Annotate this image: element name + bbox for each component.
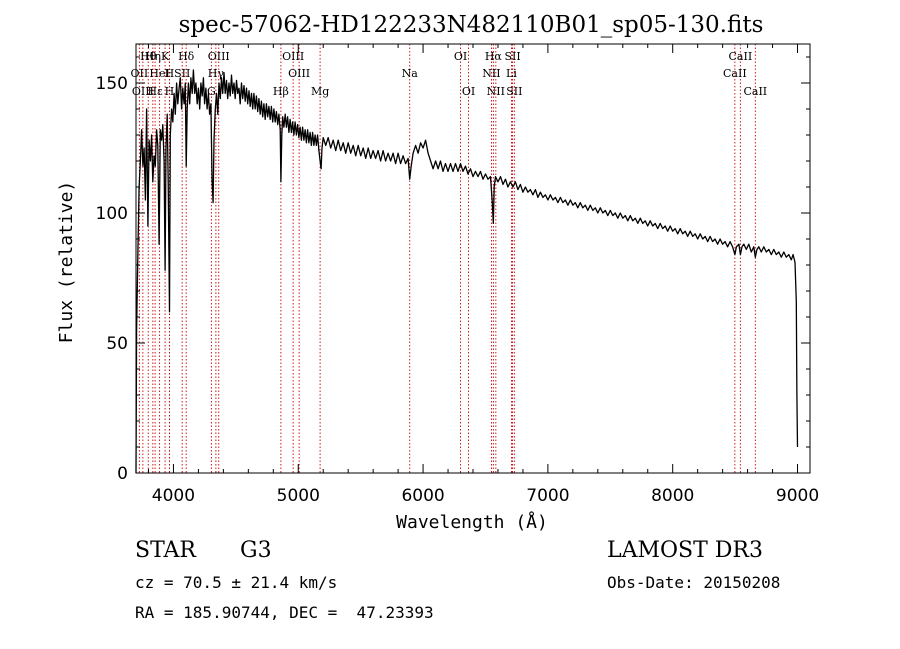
redshift-readout: cz = 70.5 ± 21.4 km/s [135,573,338,592]
line-label-27: CaII [729,50,753,63]
x-tick-label-7000: 7000 [526,486,569,506]
line-label-1: OII [131,67,149,80]
line-label-16: OIII [288,67,310,80]
line-label-19: OI [454,50,467,63]
line-label-14: Hβ [273,85,289,98]
line-label-25: Li [506,67,517,80]
line-label-22: NII [482,67,500,80]
line-label-29: CaII [743,85,767,98]
line-label-23: NII [487,85,505,98]
line-label-26: SII [506,85,522,98]
x-axis-ticks: 4000 5000 6000 7000 8000 9000 [147,44,819,506]
line-label-8: H [165,85,175,98]
y-axis-label: Flux (relative) [56,181,77,344]
line-label-15: OIII [282,50,304,63]
object-class: STAR [135,538,196,563]
flux-series-line [135,69,799,474]
x-tick-label-4000: 4000 [152,486,195,506]
line-label-2: OIII [132,85,154,98]
object-subclass: G3 [240,538,272,563]
line-label-20: OI [462,85,475,98]
line-label-28: CaII [723,67,747,80]
line-label-10: SII [174,67,190,80]
y-tick-label-0: 0 [117,464,128,484]
x-tick-label-9000: 9000 [776,486,819,506]
line-label-7: H [165,67,175,80]
line-label-18: Na [402,67,419,80]
chart-title: spec-57062-HD122233N482110B01_sp05-130.f… [179,12,764,38]
coordinates: RA = 185.90744, DEC = 47.23393 [135,603,434,622]
line-label-24: SII [504,50,520,63]
x-tick-label-6000: 6000 [401,486,444,506]
x-tick-label-8000: 8000 [651,486,694,506]
x-axis-label: Wavelength (Å) [396,511,548,533]
y-axis-ticks: 0 50 100 150 [96,56,810,484]
plot-frame [135,43,811,474]
line-label-17: Mg [311,85,329,98]
line-label-21: Hα [485,50,503,63]
line-label-11: OIII [208,50,230,63]
y-tick-label-50: 50 [106,334,128,354]
y-tick-label-150: 150 [96,74,128,94]
line-label-5: Hε [147,85,163,98]
survey-name: LAMOST DR3 [607,538,763,563]
x-tick-label-5000: 5000 [277,486,320,506]
line-label-9: Hδ [178,50,195,63]
line-label-4: HeI [149,67,169,80]
line-label-3: Hη [145,50,161,63]
y-tick-label-100: 100 [96,204,128,224]
line-label-0: Hθ [140,50,157,63]
line-label-12: Hγ [208,67,225,80]
spectral-line-markers [138,44,756,473]
line-label-6: K [161,50,170,63]
line-label-13: G [207,85,216,98]
obs-date: Obs-Date: 20150208 [607,573,781,592]
